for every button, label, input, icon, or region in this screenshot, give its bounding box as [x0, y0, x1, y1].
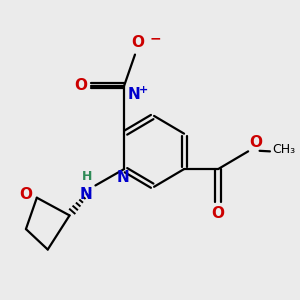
Text: O: O	[20, 188, 33, 202]
Text: O: O	[212, 206, 225, 221]
Text: CH₃: CH₃	[273, 143, 296, 157]
Text: N: N	[128, 87, 140, 102]
Text: O: O	[131, 35, 144, 50]
Text: +: +	[139, 85, 148, 94]
Text: H: H	[82, 170, 93, 183]
Text: −: −	[149, 31, 161, 45]
Text: O: O	[74, 78, 87, 93]
Text: O: O	[250, 135, 262, 150]
Text: N: N	[116, 170, 129, 185]
Text: N: N	[80, 188, 93, 202]
